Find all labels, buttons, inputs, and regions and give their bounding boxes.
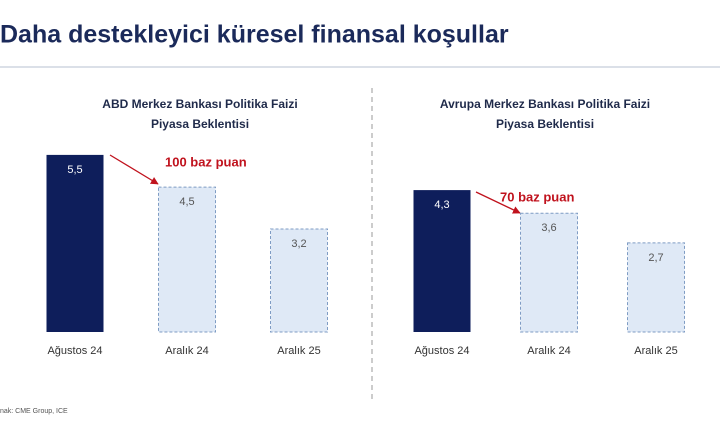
value-label: 5,5 xyxy=(67,164,82,176)
bar xyxy=(270,228,328,333)
value-label: 3,6 xyxy=(541,222,556,234)
arrow xyxy=(475,191,521,214)
x-tick-label: Aralık 25 xyxy=(634,345,677,357)
annotation: 70 baz puan xyxy=(500,189,574,204)
x-tick-label: Aralık 24 xyxy=(527,345,570,357)
chart-title: Piyasa Beklentisi xyxy=(496,117,594,131)
slide-title: Daha destekleyici küresel finansal koşul… xyxy=(0,21,509,49)
x-tick-label: Ağustos 24 xyxy=(47,345,102,357)
value-label: 3,2 xyxy=(291,238,306,250)
x-tick-label: Aralık 24 xyxy=(165,345,208,357)
chart-title: Avrupa Merkez Bankası Politika Faizi xyxy=(440,97,650,111)
value-label: 2,7 xyxy=(648,252,663,264)
bar xyxy=(158,186,216,333)
chart-title: ABD Merkez Bankası Politika Faizi xyxy=(102,97,297,111)
value-label: 4,3 xyxy=(434,199,449,211)
annotation: 100 baz puan xyxy=(165,154,247,169)
bar xyxy=(413,190,471,332)
value-label: 4,5 xyxy=(179,196,194,208)
arrow xyxy=(109,154,159,185)
x-tick-label: Aralık 25 xyxy=(277,345,320,357)
x-tick-label: Ağustos 24 xyxy=(414,345,469,357)
bar xyxy=(627,242,685,333)
chart-title: Piyasa Beklentisi xyxy=(151,117,249,131)
bar xyxy=(46,154,104,332)
source: nak: CME Group, ICE xyxy=(0,408,68,415)
bar xyxy=(520,212,578,333)
